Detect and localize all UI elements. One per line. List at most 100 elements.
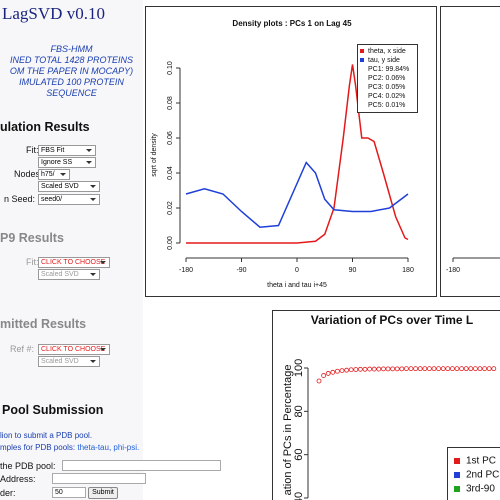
section-heading: P9 Results [0, 231, 64, 245]
field-label: n Seed: [4, 194, 36, 204]
data-point [426, 366, 432, 372]
plot-title: Density plots : PCs 1 on Lag 45 [232, 19, 352, 28]
data-point [422, 366, 428, 372]
data-point [408, 366, 414, 372]
data-point [413, 366, 419, 372]
app-title: LagSVD v0.10 [2, 4, 105, 23]
data-point [362, 366, 368, 372]
select[interactable]: Scaled SVD [38, 269, 100, 280]
y-tick-label: 0.04 [167, 166, 174, 180]
y-tick-label: 0.02 [167, 201, 174, 215]
text-input[interactable]: 50 [52, 487, 86, 498]
data-point [348, 367, 354, 373]
legend-swatch [454, 472, 460, 478]
legend-label: theta, x side [368, 48, 406, 55]
data-point [459, 366, 465, 372]
y-tick-label: 40 [293, 492, 305, 500]
y-tick-label: 100 [293, 359, 305, 377]
info-text: lion to submit a PDB pool. [0, 431, 93, 440]
data-point [463, 366, 469, 372]
legend-label: 1st PC [466, 456, 496, 467]
y-tick-label: 0.00 [167, 236, 174, 250]
data-point [380, 366, 386, 372]
y-tick-label: 60 [293, 449, 305, 461]
data-point [454, 366, 460, 372]
data-point [367, 366, 373, 372]
info-text: mples for PDB pools: [0, 443, 76, 452]
select[interactable]: FBS Fit [38, 145, 96, 156]
left-panel: LagSVD v0.10 FBS-HMM INED TOTAL 1428 PRO… [0, 0, 143, 500]
legend-swatch [360, 58, 364, 62]
data-point [353, 367, 359, 372]
legend-swatch [454, 486, 460, 492]
legend-label: PC3: 0.05% [368, 84, 405, 91]
data-point [344, 367, 350, 373]
legend-box [357, 44, 418, 113]
data-point [445, 366, 451, 372]
field-label: Nodes: [14, 169, 43, 179]
info-text: mples for PDB pools: theta-tau, phi-psi. [0, 443, 140, 452]
plot-frame [440, 6, 500, 297]
x-tick-label: 180 [402, 267, 414, 274]
section-heading: mitted Results [0, 317, 87, 331]
field-label: Fit: [26, 145, 39, 155]
data-point [472, 366, 478, 372]
link[interactable]: phi-psi. [113, 443, 140, 452]
data-point [468, 366, 474, 372]
legend-swatch [454, 458, 460, 464]
link[interactable]: theta-tau [77, 443, 109, 452]
text-input[interactable] [52, 473, 146, 484]
x-tick-label: 90 [349, 267, 357, 274]
data-point [321, 373, 327, 378]
y-tick-label: 80 [293, 405, 305, 417]
select[interactable]: Scaled SVD [38, 356, 100, 367]
select[interactable]: CLICK TO CHOOSE [38, 257, 110, 268]
legend-label: PC2: 0.06% [368, 75, 405, 82]
data-point [394, 366, 400, 372]
select[interactable]: CLICK TO CHOOSE [38, 344, 110, 355]
select[interactable]: h75/ [38, 169, 70, 180]
data-point [385, 366, 391, 372]
data-point [339, 368, 345, 374]
text-input[interactable] [62, 460, 221, 471]
description: INED TOTAL 1428 PROTEINS [9, 55, 134, 65]
data-point [390, 366, 396, 372]
data-point [431, 366, 437, 372]
data-point [436, 366, 442, 372]
data-point [449, 366, 455, 372]
select[interactable]: Scaled SVD [38, 181, 100, 192]
y-axis-label: ation of PCs in Percentage [282, 365, 294, 496]
description: OM THE PAPER IN MOCAPY) [9, 66, 134, 76]
legend-label: PC4: 0.02% [368, 93, 405, 100]
x-tick-label: -180 [446, 267, 460, 274]
density-line [185, 161, 409, 229]
data-point [371, 366, 377, 372]
x-tick-label: 0 [295, 267, 299, 274]
legend-label: PC1: 99.84% [368, 66, 409, 73]
data-point [357, 366, 363, 372]
data-point [376, 366, 382, 372]
data-point [399, 366, 405, 372]
submit-button[interactable]: Submit [88, 487, 118, 499]
plot-title: Variation of PCs over Time L [311, 313, 474, 327]
data-point [486, 366, 492, 372]
legend-swatch [360, 49, 364, 53]
x-tick-label: -180 [179, 267, 193, 274]
description: FBS-HMM [50, 44, 93, 54]
data-point [334, 368, 340, 374]
data-point [316, 378, 322, 384]
legend-label: 3rd-90 [466, 484, 495, 495]
select[interactable]: Ignore SS [38, 157, 96, 168]
data-point [482, 366, 488, 372]
field-label: der: [0, 488, 16, 498]
field-label: Ref #: [10, 344, 35, 354]
field-label: Fit: [26, 257, 39, 267]
select[interactable]: seed0/ [38, 194, 100, 205]
x-axis-label: theta i and tau i+45 [267, 282, 327, 289]
description: IMULATED 100 PROTEIN [19, 77, 124, 87]
legend-label: tau, y side [368, 57, 400, 64]
data-point [491, 366, 497, 372]
y-axis-label: sqrt of density [151, 133, 158, 177]
field-label: the PDB pool: [0, 461, 56, 471]
